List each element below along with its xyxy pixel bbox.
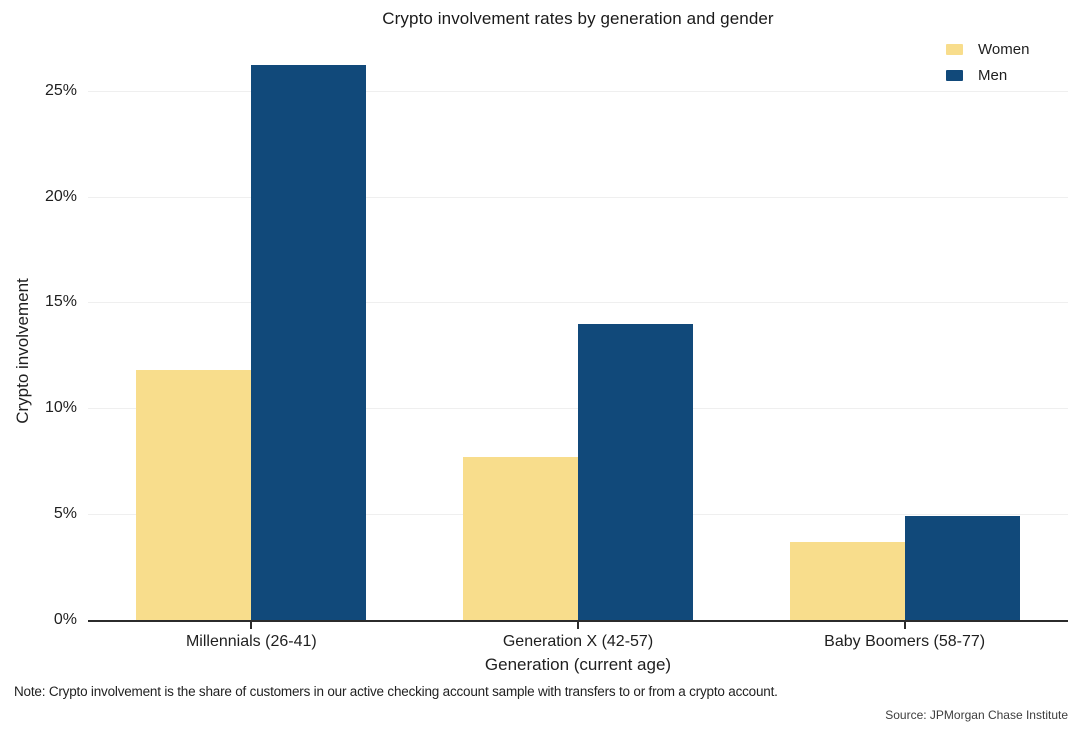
x-category-label-2: Generation X (42-57): [502, 633, 654, 650]
gridline-25%: [88, 90, 1068, 92]
legend-item-men: Men: [946, 67, 1029, 84]
plot-area: 0% 5% 10% 15% 20% 25% Millennials (26-41) Gener…: [45, 40, 1068, 650]
x-category-label-1: Millennials (26-41): [185, 633, 317, 650]
bar-women-category-1: [136, 370, 252, 620]
source-attribution: Source: JPMorgan Chase Institute: [885, 708, 1068, 722]
x-category-label-3: Baby Boomers (58-77): [824, 633, 986, 650]
y-tick-label-15%: 15%: [44, 293, 77, 311]
x-tick-1: [250, 622, 253, 629]
bar-men-category-3: [904, 516, 1020, 620]
gridline-15%: [88, 302, 1068, 304]
x-tick-2: [577, 622, 579, 629]
footnote: Note: Crypto involvement is the share of…: [14, 684, 778, 699]
y-tick-label-0%: 0%: [53, 611, 77, 628]
y-tick-label-10%: 10%: [44, 399, 77, 417]
y-tick-label-25%: 25%: [44, 81, 77, 99]
bar-women-category-3: [789, 541, 905, 620]
chart-title: Crypto involvement rates by generation a…: [382, 9, 774, 28]
gridline-20%: [88, 196, 1068, 198]
legend: Women Men: [946, 41, 1029, 93]
bar-women-category-2: [463, 457, 578, 620]
x-tick-3: [903, 622, 906, 629]
legend-swatch-men-icon: [946, 70, 963, 81]
y-tick-label-20%: 20%: [44, 187, 77, 205]
legend-item-women: Women: [946, 41, 1029, 58]
legend-label-men: Men: [978, 67, 1008, 84]
x-axis-title: Generation (current age): [484, 655, 672, 674]
legend-label-women: Women: [978, 41, 1030, 58]
legend-swatch-women-icon: [946, 44, 963, 55]
bar-men-category-2: [578, 323, 693, 620]
bar-men-category-1: [251, 65, 367, 620]
y-tick-label-5%: 5%: [53, 505, 77, 523]
